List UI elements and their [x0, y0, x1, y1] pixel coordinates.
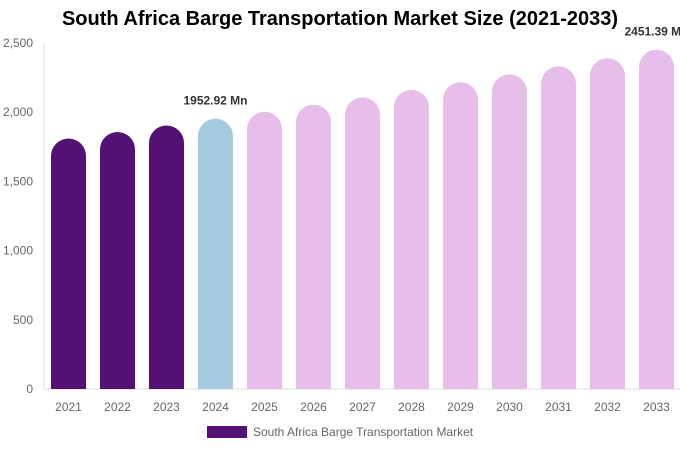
bar-2026	[296, 104, 331, 389]
y-tick-label: 500	[13, 313, 33, 327]
data-label-2024: 1952.92 Mn	[183, 94, 247, 108]
x-tick-label: 2028	[398, 400, 425, 414]
bar-2029	[443, 82, 478, 389]
bar-2028	[394, 89, 429, 389]
bar-2025	[247, 111, 282, 389]
x-tick-label: 2024	[202, 400, 229, 414]
x-tick-label: 2033	[643, 400, 670, 414]
bar-2033	[639, 49, 674, 389]
y-tick-label: 2,500	[3, 36, 33, 50]
bar-2024	[198, 118, 233, 389]
y-tick-label: 1,500	[3, 174, 33, 188]
bar-2032	[590, 58, 625, 389]
x-tick-label: 2027	[349, 400, 376, 414]
x-tick-label: 2023	[153, 400, 180, 414]
x-tick-label: 2026	[300, 400, 327, 414]
bar-2027	[345, 97, 380, 389]
legend: South Africa Barge Transportation Market	[207, 425, 473, 439]
bar-2031	[541, 66, 576, 390]
x-tick-label: 2030	[496, 400, 523, 414]
y-tick-label: 1,000	[3, 244, 33, 258]
x-tick-label: 2022	[104, 400, 131, 414]
x-tick-label: 2021	[55, 400, 82, 414]
y-tick-label: 2,000	[3, 105, 33, 119]
data-label-2033: 2451.39 Mn	[624, 25, 680, 39]
x-tick-label: 2029	[447, 400, 474, 414]
bar-2021	[51, 138, 86, 389]
bar-2022	[100, 131, 135, 389]
bar-2030	[492, 74, 527, 389]
y-tick-label: 0	[26, 382, 33, 396]
x-tick-label: 2032	[594, 400, 621, 414]
x-tick-label: 2025	[251, 400, 278, 414]
legend-label: South Africa Barge Transportation Market	[253, 425, 474, 439]
chart-title: South Africa Barge Transportation Market…	[61, 8, 619, 30]
legend-swatch	[207, 426, 247, 438]
x-tick-label: 2031	[545, 400, 572, 414]
bar-2023	[149, 125, 184, 390]
